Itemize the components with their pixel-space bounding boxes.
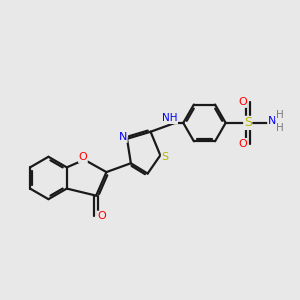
Text: S: S (161, 152, 169, 162)
Text: N: N (268, 116, 276, 126)
Text: S: S (244, 116, 252, 129)
Text: O: O (79, 152, 87, 162)
Text: H: H (276, 110, 283, 120)
Text: H: H (276, 123, 283, 133)
Text: NH: NH (162, 113, 178, 124)
Text: O: O (97, 211, 106, 221)
Text: O: O (238, 97, 247, 107)
Text: O: O (238, 139, 247, 148)
Text: N: N (119, 132, 127, 142)
